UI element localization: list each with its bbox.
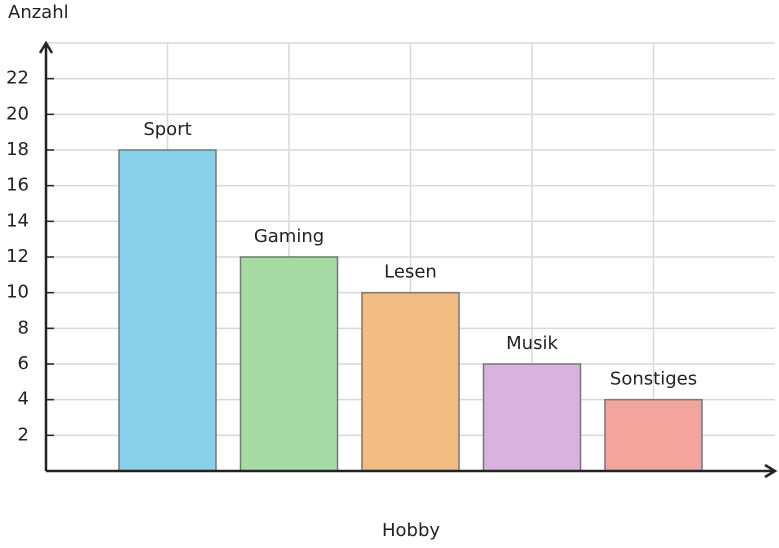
- y-tick-label: 20: [6, 103, 29, 124]
- y-axis-label: Anzahl: [8, 2, 69, 23]
- y-tick-label: 16: [6, 175, 29, 196]
- y-tick-label: 4: [18, 389, 29, 410]
- bar: [361, 291, 460, 472]
- x-axis-arrow: [764, 463, 778, 479]
- category-label: Gaming: [254, 226, 324, 247]
- y-tick-label: 18: [6, 139, 29, 160]
- bar: [604, 398, 703, 472]
- category-label: Sport: [143, 119, 191, 140]
- bar: [482, 363, 582, 472]
- y-tick-label: 14: [6, 210, 29, 231]
- bar: [239, 256, 339, 472]
- category-label: Musik: [506, 333, 558, 354]
- category-label: Lesen: [384, 262, 437, 283]
- category-label: Sonstiges: [610, 369, 697, 390]
- y-tick-label: 2: [18, 424, 29, 445]
- y-tick-label: 12: [6, 246, 29, 267]
- x-axis-label: Hobby: [382, 520, 440, 541]
- y-tick-label: 8: [18, 317, 29, 338]
- y-axis-arrow: [38, 40, 54, 54]
- y-tick-label: 6: [18, 353, 29, 374]
- bar: [118, 149, 217, 472]
- y-tick-label: 10: [6, 282, 29, 303]
- y-tick-label: 22: [6, 68, 29, 89]
